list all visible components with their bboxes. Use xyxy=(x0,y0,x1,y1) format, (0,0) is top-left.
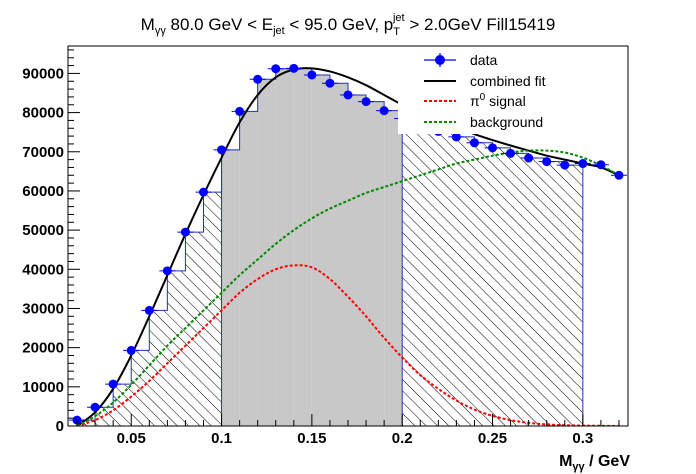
legend-entry-combined-fit: combined fit xyxy=(424,73,546,89)
legend-marker-data xyxy=(435,55,445,65)
x-tick-label: 0.05 xyxy=(117,430,146,447)
legend-entry-data: data xyxy=(424,52,497,68)
x-tick-label: 0.2 xyxy=(392,430,413,447)
histogram-bar xyxy=(456,136,475,426)
x-tick-label: 0.15 xyxy=(297,430,326,447)
histogram-bar xyxy=(113,384,132,426)
histogram-bar xyxy=(510,153,529,426)
data-point xyxy=(307,70,317,80)
data-point xyxy=(596,160,606,170)
y-tick-label: 90000 xyxy=(22,65,64,82)
data-point xyxy=(542,157,552,167)
histogram-bar xyxy=(275,68,294,426)
data-point xyxy=(379,106,389,116)
data-point xyxy=(325,78,335,88)
data-point xyxy=(506,148,516,158)
histogram xyxy=(76,67,584,426)
histogram-bar xyxy=(221,149,240,426)
data-point xyxy=(162,266,172,276)
y-tick-label: 80000 xyxy=(22,105,64,122)
histogram-bar xyxy=(311,74,330,426)
histogram-bar xyxy=(329,83,348,426)
data-point xyxy=(235,106,245,116)
histogram-bar xyxy=(149,310,168,426)
y-tick-label: 10000 xyxy=(22,379,64,396)
x-axis: 0.05 0.1 0.15 0.2 0.25 0.3 xyxy=(76,414,620,447)
histogram-bar xyxy=(131,350,150,426)
chart-title: Mγγ 80.0 GeV < Ejet < 95.0 GeV, pTjet > … xyxy=(141,12,556,38)
histogram-bar xyxy=(366,101,385,426)
y-tick-label: 30000 xyxy=(22,300,64,317)
histogram-bar xyxy=(546,161,565,426)
histogram-bar xyxy=(203,192,222,426)
data-point xyxy=(180,227,190,237)
histogram-bar xyxy=(402,118,421,426)
histogram-bar xyxy=(438,131,457,426)
data-point xyxy=(451,132,461,142)
legend-entry-signal: π0 signal xyxy=(424,92,526,109)
data-point xyxy=(271,64,281,74)
histogram-bar xyxy=(185,232,204,426)
data-point xyxy=(469,138,479,148)
histogram-bar xyxy=(528,158,547,426)
y-tick-label: 40000 xyxy=(22,261,64,278)
legend-label-signal: π0 signal xyxy=(470,92,526,109)
histogram-bar xyxy=(564,165,583,426)
x-tick-label: 0.1 xyxy=(211,430,232,447)
histogram-bar xyxy=(293,68,312,426)
x-tick-label: 0.25 xyxy=(478,430,507,447)
data-point xyxy=(253,74,263,84)
y-tick-label: 60000 xyxy=(22,183,64,200)
data-point xyxy=(343,90,353,100)
y-axis: 0 10000 20000 30000 40000 50000 60000 70000 8000… xyxy=(22,49,80,435)
y-tick-label: 20000 xyxy=(22,340,64,357)
legend: data combined fit π0 signal background xyxy=(398,50,620,134)
data-point xyxy=(488,143,498,153)
histogram-bar xyxy=(384,110,403,426)
background-curve xyxy=(76,149,620,426)
data-point xyxy=(289,63,299,73)
data-point xyxy=(198,187,208,197)
histogram-bar xyxy=(77,420,96,426)
data-point xyxy=(578,159,588,169)
histogram-bar xyxy=(474,142,493,426)
x-axis-label: Mγγ / GeV xyxy=(559,453,630,473)
histogram-bar xyxy=(167,270,186,426)
legend-label-data: data xyxy=(470,52,497,68)
histogram-bar xyxy=(492,147,511,426)
data-point xyxy=(126,345,136,355)
legend-label-background: background xyxy=(470,114,543,130)
y-tick-label: 0 xyxy=(56,418,64,435)
data-point xyxy=(524,153,534,163)
histogram-bar xyxy=(95,407,114,426)
legend-box xyxy=(398,50,620,134)
y-tick-label: 50000 xyxy=(22,222,64,239)
histogram-bar xyxy=(348,94,367,426)
x-tick-label: 0.3 xyxy=(572,430,593,447)
y-tick-label: 70000 xyxy=(22,144,64,161)
legend-entry-background: background xyxy=(424,114,543,130)
legend-label-combined-fit: combined fit xyxy=(470,73,546,89)
histogram-bar xyxy=(420,125,439,426)
data-point xyxy=(361,97,371,107)
data-point xyxy=(217,145,227,155)
data-point xyxy=(560,160,570,170)
data-point xyxy=(614,170,624,180)
data-point xyxy=(90,402,100,412)
histogram-bar xyxy=(239,111,258,426)
data-point xyxy=(108,379,118,389)
data-point xyxy=(144,305,154,315)
